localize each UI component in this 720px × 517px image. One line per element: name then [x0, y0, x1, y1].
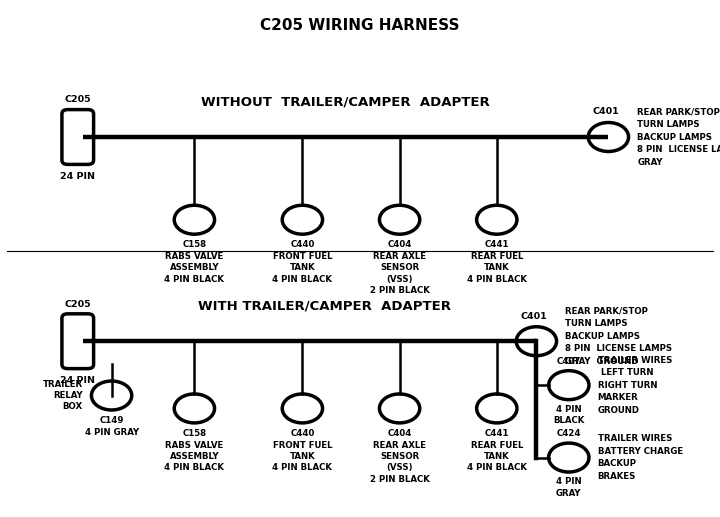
Text: C401: C401	[521, 312, 548, 321]
Text: C440
FRONT FUEL
TANK
4 PIN BLACK: C440 FRONT FUEL TANK 4 PIN BLACK	[272, 429, 333, 473]
Text: 4 PIN
GRAY: 4 PIN GRAY	[556, 477, 582, 498]
Text: REAR PARK/STOP
TURN LAMPS
BACKUP LAMPS
8 PIN  LICENSE LAMPS
GRAY  GROUND: REAR PARK/STOP TURN LAMPS BACKUP LAMPS 8…	[565, 307, 672, 366]
Text: TRAILER WIRES
BATTERY CHARGE
BACKUP
BRAKES: TRAILER WIRES BATTERY CHARGE BACKUP BRAK…	[598, 434, 683, 481]
Text: WITH TRAILER/CAMPER  ADAPTER: WITH TRAILER/CAMPER ADAPTER	[197, 300, 451, 313]
Text: TRAILER
RELAY
BOX: TRAILER RELAY BOX	[42, 379, 83, 412]
Text: C404
REAR AXLE
SENSOR
(VSS)
2 PIN BLACK: C404 REAR AXLE SENSOR (VSS) 2 PIN BLACK	[369, 240, 430, 295]
Text: C407: C407	[557, 357, 581, 366]
Text: 24 PIN: 24 PIN	[60, 172, 95, 180]
Text: C205 WIRING HARNESS: C205 WIRING HARNESS	[260, 18, 460, 33]
Text: C149
4 PIN GRAY: C149 4 PIN GRAY	[84, 416, 139, 437]
Text: REAR PARK/STOP
TURN LAMPS
BACKUP LAMPS
8 PIN  LICENSE LAMPS
GRAY: REAR PARK/STOP TURN LAMPS BACKUP LAMPS 8…	[637, 108, 720, 166]
Text: C441
REAR FUEL
TANK
4 PIN BLACK: C441 REAR FUEL TANK 4 PIN BLACK	[467, 429, 527, 473]
Text: C424: C424	[557, 429, 581, 438]
Text: C205: C205	[65, 96, 91, 104]
Text: C205: C205	[65, 300, 91, 309]
Text: C158
RABS VALVE
ASSEMBLY
4 PIN BLACK: C158 RABS VALVE ASSEMBLY 4 PIN BLACK	[164, 240, 225, 284]
Text: C401: C401	[593, 108, 620, 116]
Text: C404
REAR AXLE
SENSOR
(VSS)
2 PIN BLACK: C404 REAR AXLE SENSOR (VSS) 2 PIN BLACK	[369, 429, 430, 484]
Text: TRAILER WIRES
 LEFT TURN
RIGHT TURN
MARKER
GROUND: TRAILER WIRES LEFT TURN RIGHT TURN MARKE…	[598, 356, 672, 415]
Text: 4 PIN
BLACK: 4 PIN BLACK	[553, 405, 585, 425]
Text: C158
RABS VALVE
ASSEMBLY
4 PIN BLACK: C158 RABS VALVE ASSEMBLY 4 PIN BLACK	[164, 429, 225, 473]
Text: 24 PIN: 24 PIN	[60, 376, 95, 385]
Text: WITHOUT  TRAILER/CAMPER  ADAPTER: WITHOUT TRAILER/CAMPER ADAPTER	[201, 96, 490, 109]
Text: C441
REAR FUEL
TANK
4 PIN BLACK: C441 REAR FUEL TANK 4 PIN BLACK	[467, 240, 527, 284]
Text: C440
FRONT FUEL
TANK
4 PIN BLACK: C440 FRONT FUEL TANK 4 PIN BLACK	[272, 240, 333, 284]
